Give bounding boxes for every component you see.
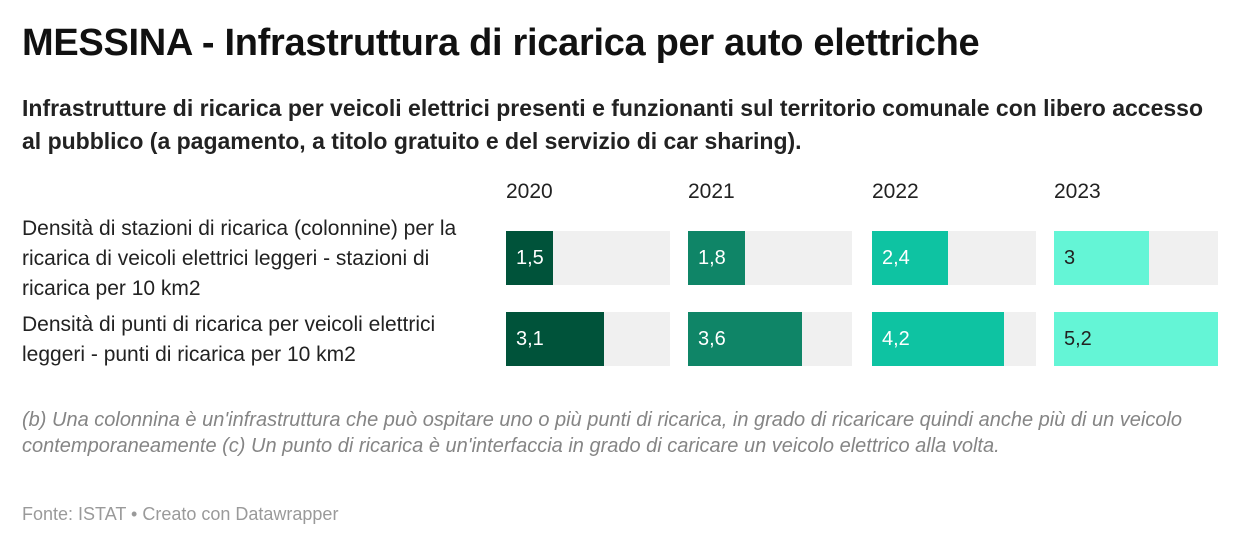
bar-track-2022-row1: 2,4 bbox=[872, 231, 1036, 285]
bar-2022-row1 bbox=[872, 231, 948, 285]
column-header-2020: 2020 bbox=[506, 180, 553, 203]
bar-2023-row2 bbox=[1054, 312, 1218, 366]
chart-subtitle: Infrastrutture di ricarica per veicoli e… bbox=[22, 95, 1203, 154]
column-header-2023: 2023 bbox=[1054, 180, 1101, 203]
bar-2020-row2 bbox=[506, 312, 604, 366]
bar-track-2022-row2: 4,2 bbox=[872, 312, 1036, 366]
bar-2023-row1 bbox=[1054, 231, 1149, 285]
value-label-2023-row2: 5,2 bbox=[1064, 328, 1092, 350]
bar-2021-row2 bbox=[688, 312, 802, 366]
row-label-1: Densità di stazioni di ricarica (colonni… bbox=[22, 217, 457, 300]
value-label-2021-row2: 3,6 bbox=[698, 328, 726, 350]
bar-track-2021-row2: 3,6 bbox=[688, 312, 852, 366]
value-label-2020-row2: 3,1 bbox=[516, 328, 544, 350]
source-credit: Fonte: ISTAT • Creato con Datawrapper bbox=[22, 504, 339, 524]
bar-track-2023-row2: 5,2 bbox=[1054, 312, 1218, 366]
value-label-2022-row1: 2,4 bbox=[882, 247, 910, 269]
bar-track-2020-row2: 3,1 bbox=[506, 312, 670, 366]
bar-track-2021-row1: 1,8 bbox=[688, 231, 852, 285]
footnotes: (b) Una colonnina è un'infrastruttura ch… bbox=[22, 409, 1183, 457]
bar-track-2020-row1: 1,5 bbox=[506, 231, 670, 285]
chart-title: MESSINA - Infrastruttura di ricarica per… bbox=[22, 22, 980, 64]
value-label-2022-row2: 4,2 bbox=[882, 328, 910, 350]
bar-2020-row1 bbox=[506, 231, 553, 285]
column-header-2022: 2022 bbox=[872, 180, 919, 203]
value-label-2023-row1: 3 bbox=[1064, 247, 1076, 269]
bar-track-2023-row1: 3 bbox=[1054, 231, 1218, 285]
value-label-2021-row1: 1,8 bbox=[698, 247, 726, 269]
row-label-2: Densità di punti di ricarica per veicoli… bbox=[22, 313, 436, 366]
bar-2022-row2 bbox=[872, 312, 1004, 366]
column-header-2021: 2021 bbox=[688, 180, 735, 203]
bar-2021-row1 bbox=[688, 231, 745, 285]
value-label-2020-row1: 1,5 bbox=[516, 247, 544, 269]
